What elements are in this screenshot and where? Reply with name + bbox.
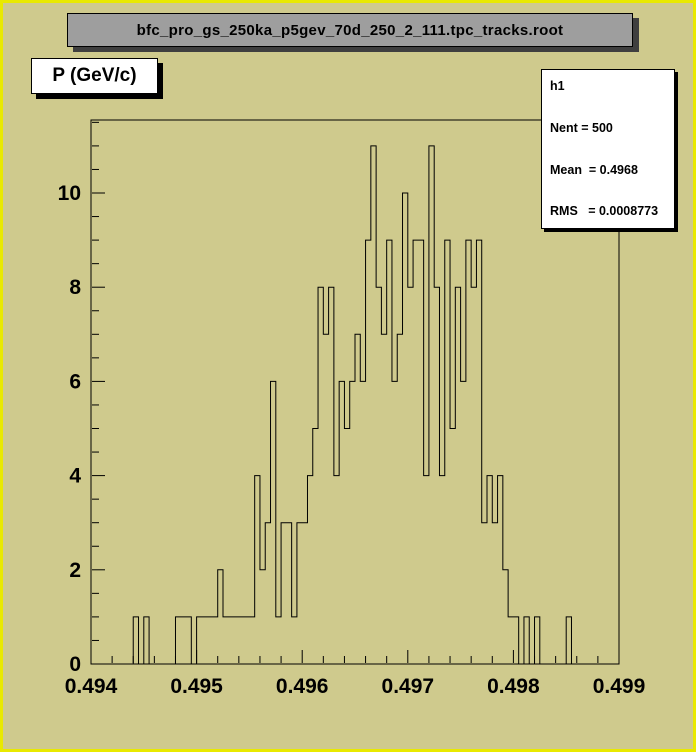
- x-tick-label: 0.495: [170, 675, 223, 698]
- stats-hist-name: h1: [550, 79, 565, 93]
- stats-entries: Nent = 500: [550, 120, 613, 135]
- pave-title: P (GeV/c): [31, 58, 158, 94]
- x-tick-label: 0.499: [593, 675, 646, 698]
- x-tick-label: 0.498: [487, 675, 540, 698]
- x-tick-label: 0.496: [276, 675, 329, 698]
- y-tick-label: 2: [69, 559, 81, 582]
- file-title-bar: bfc_pro_gs_250ka_p5gev_70d_250_2_111.tpc…: [67, 13, 633, 47]
- y-tick-label: 6: [69, 370, 81, 393]
- x-tick-label: 0.494: [65, 675, 118, 698]
- plot-frame: [90, 119, 620, 665]
- histogram-plot: 0.494 0.495 0.496 0.497 0.498 0.499 0 2 4 6 8 10: [58, 119, 646, 698]
- y-tick-label: 4: [69, 465, 81, 488]
- histogram-outline: [91, 145, 619, 665]
- stats-box: h1 Nent = 500 Mean = 0.4968 RMS = 0.0008…: [541, 69, 675, 229]
- file-title-text: bfc_pro_gs_250ka_p5gev_70d_250_2_111.tpc…: [136, 21, 564, 39]
- x-tick-label: 0.497: [382, 675, 435, 698]
- y-tick-label: 8: [69, 276, 81, 299]
- stats-rms: RMS = 0.0008773: [550, 204, 659, 219]
- pave-title-text: P (GeV/c): [52, 65, 137, 86]
- y-tick-label: 10: [58, 182, 81, 205]
- y-tick-label: 0: [69, 653, 81, 676]
- stats-mean: Mean = 0.4968: [550, 162, 638, 177]
